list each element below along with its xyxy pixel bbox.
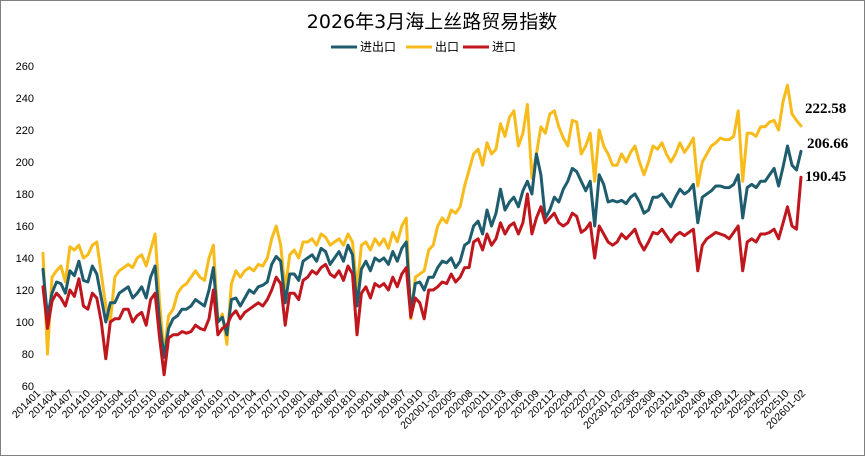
end-label-2: 190.45 [805, 169, 846, 185]
end-label-1: 222.58 [805, 101, 846, 117]
y-tick-label: 160 [16, 221, 34, 233]
x-axis: 2014012014042014072014102015012015042015… [10, 388, 808, 432]
y-axis: 60 80 100 120 140 160 180 200 220 240 260 [16, 61, 34, 393]
legend-label: 进出口 [360, 40, 396, 54]
series-line-2 [41, 175, 803, 377]
y-tick-label: 60 [22, 381, 34, 393]
legend-label: 进口 [492, 40, 516, 54]
y-tick-label: 240 [16, 93, 34, 105]
y-tick-label: 200 [16, 157, 34, 169]
chart-title: 2026年3月海上丝路贸易指数 [307, 11, 557, 33]
y-tick-label: 140 [16, 253, 34, 265]
legend: 进出口 出口 进口 [331, 40, 516, 54]
series-lines [41, 83, 803, 377]
y-tick-label: 220 [16, 125, 34, 137]
series-line-0 [41, 144, 803, 359]
y-tick-label: 260 [16, 61, 34, 73]
y-tick-label: 120 [16, 285, 34, 297]
series-line-1 [41, 83, 803, 356]
end-labels: 206.66 222.58 190.45 [805, 101, 849, 185]
y-tick-label: 80 [22, 349, 34, 361]
end-label-0: 206.66 [807, 136, 849, 152]
y-tick-label: 100 [16, 317, 34, 329]
y-tick-label: 180 [16, 189, 34, 201]
legend-label: 出口 [435, 40, 459, 54]
